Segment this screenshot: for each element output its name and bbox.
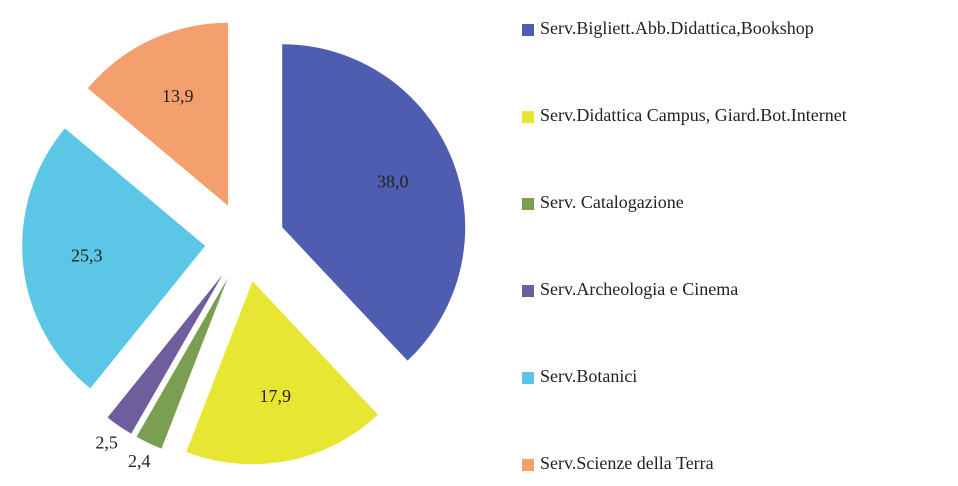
legend-swatch	[522, 372, 534, 384]
legend-swatch	[522, 198, 534, 210]
data-label: 38,0	[377, 172, 409, 192]
legend-swatch	[522, 459, 534, 471]
legend-label: Serv.Bigliett.Abb.Didattica,Bookshop	[540, 18, 814, 38]
pie-slice	[136, 278, 228, 449]
legend-label: Serv.Archeologia e Cinema	[540, 279, 738, 299]
pie-slice	[22, 128, 206, 389]
pie-slice	[186, 281, 378, 465]
data-label: 25,3	[71, 246, 103, 266]
pie-slice	[87, 22, 229, 206]
legend-swatch	[522, 24, 534, 36]
data-label: 2,4	[128, 451, 151, 471]
legend-label: Serv.Botanici	[540, 366, 637, 386]
legend-label: Serv.Didattica Campus, Giard.Bot.Interne…	[540, 105, 847, 125]
data-label: 2,5	[95, 432, 118, 452]
legend-swatch	[522, 111, 534, 123]
data-label: 17,9	[260, 386, 292, 406]
legend-label: Serv.Scienze della Terra	[540, 453, 714, 473]
pie-slice	[282, 44, 466, 361]
legend-label: Serv. Catalogazione	[540, 192, 684, 212]
pie-slice	[107, 275, 223, 434]
legend-swatch	[522, 285, 534, 297]
data-label: 13,9	[162, 86, 194, 106]
